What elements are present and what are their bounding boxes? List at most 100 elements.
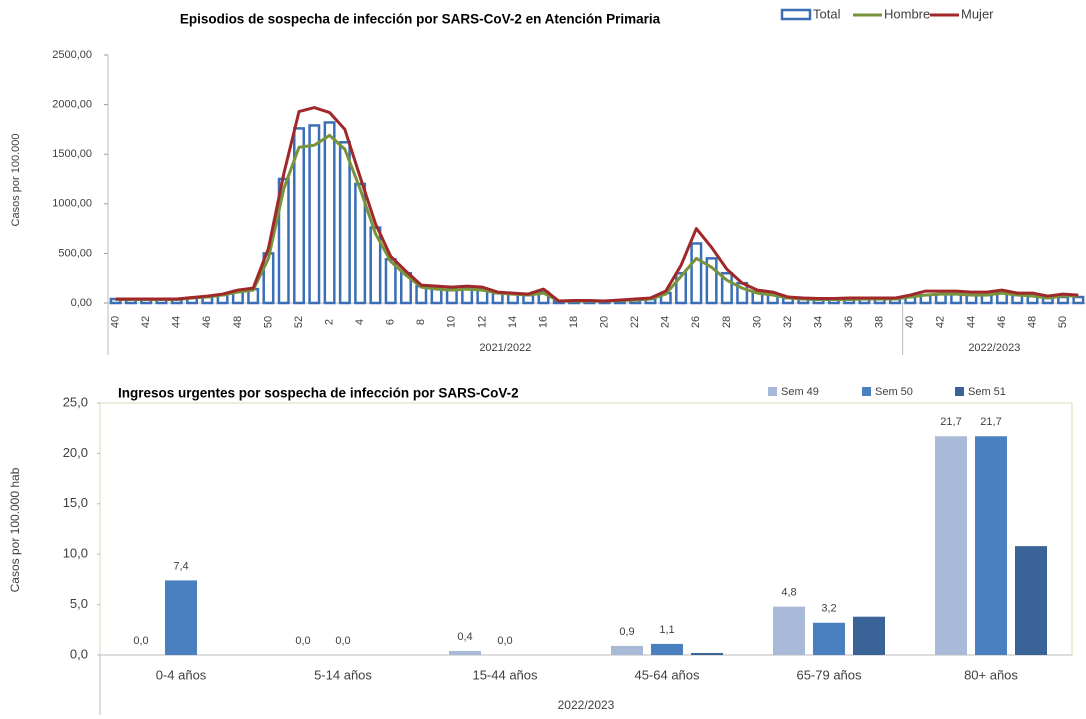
bar xyxy=(338,141,351,305)
value-label: 0,0 xyxy=(133,635,148,647)
x-tick-label: 42 xyxy=(935,316,947,328)
value-label: 0,0 xyxy=(335,635,350,647)
legend-label: Hombre xyxy=(884,6,930,21)
legend-swatch xyxy=(780,8,812,21)
value-label: 21,7 xyxy=(940,416,961,428)
x-tick-label: 8 xyxy=(415,319,427,325)
bar xyxy=(165,580,197,655)
value-label: 4,8 xyxy=(781,587,796,599)
legend-label: Mujer xyxy=(961,6,994,21)
legend-swatch xyxy=(862,387,871,396)
y-tick-label: 1000,00 xyxy=(52,198,92,210)
bar xyxy=(354,182,367,305)
x-tick-label: 40 xyxy=(110,316,122,328)
x-tick-label: 20 xyxy=(599,316,611,328)
bar xyxy=(611,645,643,655)
x-tick-label: 80+ años xyxy=(964,667,1018,682)
x-tick-label: 14 xyxy=(507,316,519,328)
x-tick-label: 2 xyxy=(323,319,335,325)
legend-swatch xyxy=(768,387,777,396)
y-tick-label: 2500,00 xyxy=(52,49,92,61)
x-tick-label: 42 xyxy=(140,316,152,328)
x-tick-label: 40 xyxy=(904,316,916,328)
x-tick-label: 18 xyxy=(568,316,580,328)
x-tick-label: 32 xyxy=(782,316,794,328)
x-group-label: 2022/2023 xyxy=(968,342,1020,354)
x-tick-label: 45-64 años xyxy=(634,667,700,682)
x-tick-label: 30 xyxy=(751,316,763,328)
y-tick-label: 0,0 xyxy=(70,646,88,661)
value-label: 0,0 xyxy=(497,635,512,647)
x-tick-label: 46 xyxy=(201,316,213,328)
legend-label: Sem 50 xyxy=(875,386,913,398)
bar xyxy=(813,622,845,655)
x-tick-label: 48 xyxy=(232,316,244,328)
x-tick-label: 0-4 años xyxy=(156,667,207,682)
line xyxy=(115,133,1079,303)
x-tick-label: 16 xyxy=(537,316,549,328)
x-tick-label: 36 xyxy=(843,316,855,328)
x-tick-label: 4 xyxy=(354,319,366,325)
x-tick-label: 44 xyxy=(965,316,977,328)
x-tick-label: 34 xyxy=(812,316,824,328)
chart-title: Episodios de sospecha de infección por S… xyxy=(180,12,661,27)
y-tick-label: 1500,00 xyxy=(52,148,92,160)
plot-frame xyxy=(99,402,1073,656)
value-label: 0,4 xyxy=(457,631,472,643)
x-tick-label: 44 xyxy=(171,316,183,328)
y-axis-title: Casos por 100.000 xyxy=(10,134,22,227)
legend-label: Sem 49 xyxy=(781,386,819,398)
x-tick-label: 15-44 años xyxy=(472,667,538,682)
x-group-label: 2021/2022 xyxy=(479,342,531,354)
bar xyxy=(293,127,306,305)
x-axis-title: 2022/2023 xyxy=(558,698,615,712)
y-tick-label: 0,00 xyxy=(71,297,92,309)
y-tick-label: 10,0 xyxy=(63,546,88,561)
x-tick-label: 12 xyxy=(476,316,488,328)
bar xyxy=(1072,295,1085,305)
value-label: 0,9 xyxy=(619,626,634,638)
bar xyxy=(323,121,336,305)
x-tick-label: 65-79 años xyxy=(796,667,862,682)
chart-title: Ingresos urgentes por sospecha de infecc… xyxy=(118,386,519,401)
bar xyxy=(773,606,805,655)
line xyxy=(115,106,1079,303)
value-label: 21,7 xyxy=(980,416,1001,428)
y-tick-label: 500,00 xyxy=(58,247,92,259)
legend-label: Total xyxy=(813,6,841,21)
bar xyxy=(1015,546,1047,655)
legend-label: Sem 51 xyxy=(968,386,1006,398)
bar xyxy=(720,271,733,305)
x-tick-label: 50 xyxy=(1057,316,1069,328)
value-label: 1,1 xyxy=(659,624,674,636)
y-tick-label: 20,0 xyxy=(63,445,88,460)
bar xyxy=(705,257,718,305)
y-tick-label: 25,0 xyxy=(63,394,88,409)
bar xyxy=(975,436,1007,655)
bar xyxy=(369,226,382,305)
x-tick-label: 50 xyxy=(262,316,274,328)
bar xyxy=(690,242,703,305)
x-tick-label: 52 xyxy=(293,316,305,328)
x-tick-label: 38 xyxy=(874,316,886,328)
x-tick-label: 22 xyxy=(629,316,641,328)
value-label: 0,0 xyxy=(295,635,310,647)
bar xyxy=(935,436,967,655)
x-tick-label: 48 xyxy=(1026,316,1038,328)
value-label: 7,4 xyxy=(173,560,188,572)
x-tick-label: 6 xyxy=(385,319,397,325)
y-tick-label: 2000,00 xyxy=(52,99,92,111)
x-tick-label: 24 xyxy=(660,316,672,328)
bar xyxy=(691,652,723,655)
x-tick-label: 26 xyxy=(690,316,702,328)
y-axis-title: Casos por 100.000 hab xyxy=(8,467,22,592)
bar xyxy=(853,616,885,655)
x-tick-label: 46 xyxy=(996,316,1008,328)
bar xyxy=(675,271,688,305)
legend-swatch xyxy=(955,387,964,396)
y-tick-label: 15,0 xyxy=(63,495,88,510)
value-label: 3,2 xyxy=(821,603,836,615)
bar xyxy=(651,643,683,655)
